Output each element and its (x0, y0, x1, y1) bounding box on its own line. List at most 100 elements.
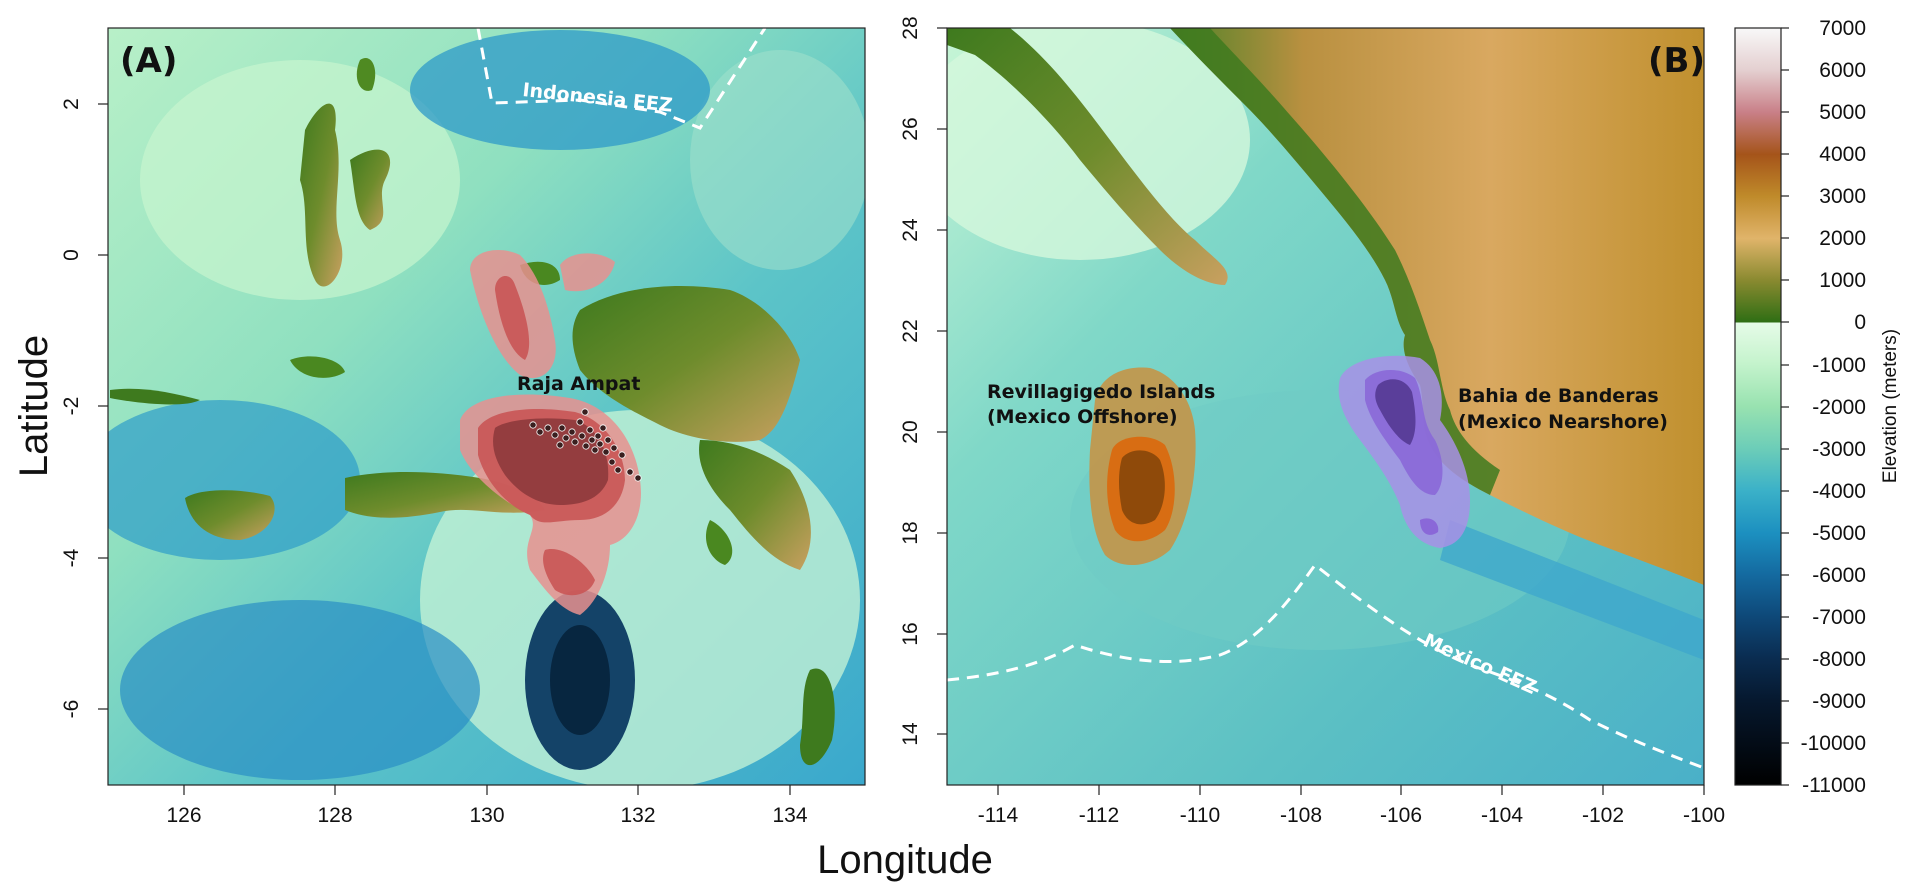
kernel-outer (560, 253, 615, 292)
sighting-point (578, 432, 586, 440)
buru-island (185, 490, 275, 540)
x-tick-label: 126 (166, 804, 201, 827)
y-axis-title: Latitude (12, 335, 56, 477)
panel-b-x-axis (997, 785, 1705, 795)
morotai-island (356, 58, 376, 91)
y-tick-label: 26 (899, 117, 922, 140)
sighting-point (529, 421, 537, 429)
panel-b-tag: (B) (1648, 41, 1705, 81)
banderas-label-line2: (Mexico Nearshore) (1458, 411, 1668, 433)
sighting-point (536, 428, 544, 436)
colorbar-tick-label: 6000 (1819, 59, 1866, 82)
y-tick-label: -6 (60, 700, 83, 719)
y-tick-label: 28 (899, 16, 922, 39)
colorbar-tick-label: -9000 (1812, 690, 1866, 713)
deep-basin (108, 400, 360, 560)
panel-b-x-tick-labels: -114 -112 -110 -108 -106 -104 -102 -100 (978, 804, 1725, 827)
middle-america-trench (1440, 520, 1704, 660)
y-tick-label: 20 (899, 420, 922, 443)
kernel-core (1119, 450, 1165, 525)
revillagigedo-kernel-density (1089, 367, 1196, 566)
y-tick-label: 18 (899, 521, 922, 544)
sighting-point (571, 438, 579, 446)
x-tick-label: 134 (772, 804, 807, 827)
sighting-point (582, 442, 590, 450)
baja-california-peninsula (947, 28, 1228, 285)
y-tick-label: 22 (899, 319, 922, 342)
y-tick-label: 0 (60, 249, 83, 261)
sighting-point (634, 474, 642, 482)
colorbar-tick-label: -6000 (1812, 564, 1866, 587)
raja-ampat-kernel-density (460, 250, 641, 615)
sighting-points (529, 408, 642, 482)
panel-a-tag: (A) (120, 41, 177, 81)
colorbar-tick-label: -8000 (1812, 648, 1866, 671)
sighting-point (604, 436, 612, 444)
revillagigedo-label-line1: Revillagigedo Islands (987, 381, 1215, 403)
x-tick-label: 128 (317, 804, 352, 827)
sighting-point (626, 468, 634, 476)
aru-island (800, 668, 835, 766)
halmahera-arm (350, 149, 391, 230)
raja-ampat-label: Raja Ampat (517, 373, 640, 395)
colorbar-tick-label: -7000 (1812, 606, 1866, 629)
colorbar-tick-label: -1000 (1812, 354, 1866, 377)
sighting-point (599, 424, 607, 432)
obi-island (290, 356, 345, 378)
sighting-point (576, 418, 584, 426)
bomberai-peninsula (699, 440, 811, 570)
x-tick-label: -112 (1079, 804, 1119, 827)
panel-a-y-axis (98, 103, 108, 710)
sighting-point (588, 436, 596, 444)
x-tick-label: 132 (620, 804, 655, 827)
x-tick-label: -102 (1582, 804, 1624, 827)
x-tick-label: -104 (1481, 804, 1523, 827)
sighting-point (558, 424, 566, 432)
kernel-core (493, 418, 609, 505)
y-tick-label: 14 (899, 722, 922, 746)
x-tick-label: -114 (978, 804, 1019, 827)
colorbar-title: Elevation (meters) (1880, 329, 1901, 483)
colorbar-tick-label: 5000 (1819, 101, 1866, 124)
sighting-point (562, 434, 570, 442)
sighting-point (610, 444, 618, 452)
colorbar-tick-label: -10000 (1801, 732, 1866, 755)
kernel-mid (1420, 518, 1439, 535)
panel-a-x-tick-labels: 126 128 130 132 134 (166, 804, 807, 827)
deep-basin (120, 600, 480, 780)
coastal-island (705, 520, 733, 565)
colorbar-tick-label: 1000 (1819, 269, 1866, 292)
colorbar-tick-label: 0 (1854, 311, 1866, 334)
deep-basin (410, 30, 710, 150)
revillagigedo-label-line2: (Mexico Offshore) (987, 406, 1178, 428)
x-tick-label: 130 (469, 804, 504, 827)
x-tick-label: -106 (1380, 804, 1422, 827)
sula-island (110, 388, 200, 405)
halmahera-west (300, 103, 343, 287)
sighting-point (556, 441, 564, 449)
sighting-point (581, 408, 589, 416)
y-tick-label: 24 (899, 218, 922, 242)
x-axis-title: Longitude (817, 838, 993, 882)
colorbar-tick-label: -4000 (1812, 480, 1866, 503)
sighting-point (586, 426, 594, 434)
colorbar-tick-label: -5000 (1812, 522, 1866, 545)
colorbar-tick-label: 7000 (1819, 17, 1866, 40)
panel-a-y-tick-labels: 2 0 -2 -4 -6 (60, 98, 83, 718)
bird-head-peninsula (572, 286, 800, 442)
colorbar-tick-labels: 7000 6000 5000 4000 3000 2000 1000 0 -10… (1801, 17, 1866, 797)
panel-b-frame (946, 27, 1705, 786)
indonesia-eez-line (476, 28, 767, 130)
x-tick-label: -108 (1280, 804, 1322, 827)
colorbar-tick-label: 4000 (1819, 143, 1866, 166)
kernel-mid (495, 275, 530, 360)
y-tick-label: -4 (60, 548, 83, 567)
mexico-eez-line (947, 562, 1704, 770)
panel-b-map: Mexico EEZ Revillagigedo Islands (Mexico… (947, 28, 1705, 785)
sighting-point (618, 451, 626, 459)
sighting-point (608, 458, 616, 466)
x-tick-label: -110 (1180, 804, 1220, 827)
kernel-core (1375, 379, 1416, 445)
sighting-point (602, 448, 610, 456)
